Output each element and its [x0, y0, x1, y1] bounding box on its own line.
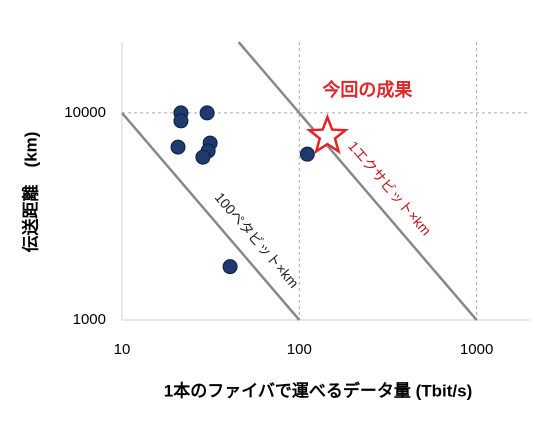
- y-tick-label: 10000: [64, 104, 106, 121]
- point: [195, 149, 211, 165]
- reference-line: [237, 41, 478, 321]
- highlight-star: [305, 113, 349, 155]
- reference-line: [121, 112, 301, 321]
- point: [199, 105, 215, 121]
- x-tick-label: 100: [287, 341, 312, 358]
- x-tick-label: 10: [114, 341, 131, 358]
- y-axis-label: 伝送距離 (km): [20, 132, 40, 253]
- point: [299, 146, 315, 162]
- point: [173, 113, 189, 129]
- reference-line-label: 100ペタビット×km: [212, 189, 302, 291]
- x-tick-label: 1000: [460, 341, 493, 358]
- y-tick-label: 1000: [73, 311, 106, 328]
- x-axis-label: 1本のファイバで運べるデータ量 (Tbit/s): [164, 380, 473, 400]
- point: [222, 259, 238, 275]
- reference-line-label: 1エクサビット×km: [345, 138, 434, 239]
- point: [170, 139, 186, 155]
- highlight-label: 今回の成果: [322, 79, 413, 100]
